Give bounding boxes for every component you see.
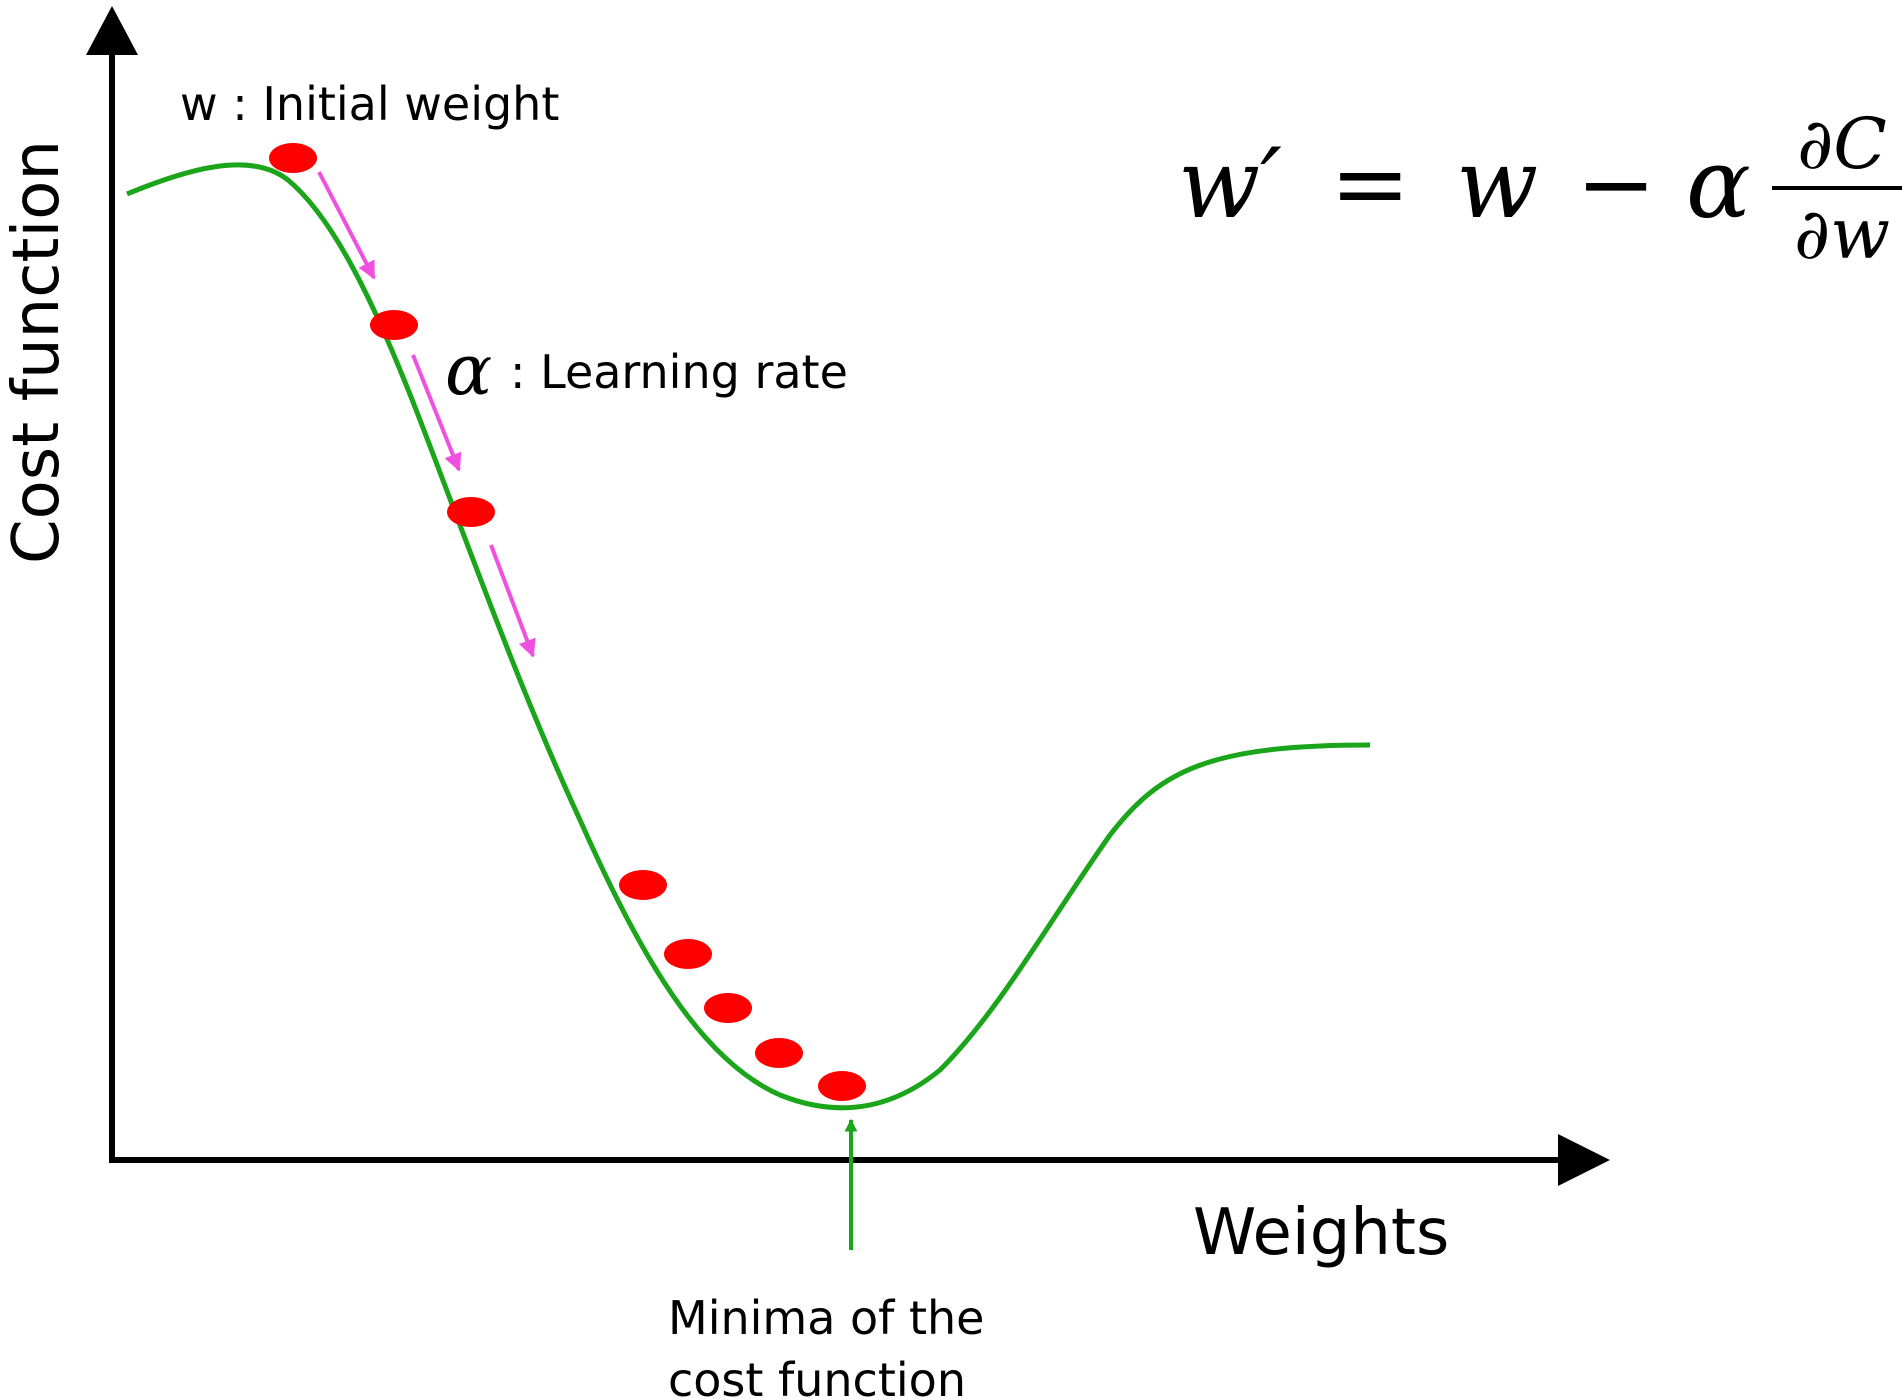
minima-label-line2: cost function	[668, 1353, 966, 1400]
descent-point	[818, 1071, 866, 1101]
initial-weight-label: w : Initial weight	[180, 77, 559, 131]
descent-point	[619, 870, 667, 900]
descent-point	[269, 143, 317, 173]
formula-w: w	[1456, 128, 1538, 240]
descent-point	[755, 1038, 803, 1068]
formula-denominator: ∂w	[1794, 193, 1890, 275]
update-rule-formula: w′ = w − α ∂C ∂w	[1178, 103, 1902, 275]
x-axis-label: Weights	[1193, 1196, 1449, 1270]
axes	[86, 6, 1610, 1186]
learning-rate-label: : Learning rate	[510, 345, 848, 399]
x-axis-arrowhead	[1558, 1134, 1610, 1186]
formula-lhs: w′	[1178, 128, 1282, 240]
descent-point	[370, 310, 418, 340]
formula-alpha: α	[1686, 128, 1751, 240]
minima-label-line1: Minima of the	[668, 1291, 984, 1345]
formula-minus: −	[1576, 128, 1656, 240]
y-axis-label: Cost function	[0, 140, 74, 564]
y-axis-arrowhead	[86, 6, 138, 55]
descent-point	[664, 939, 712, 969]
step-arrow	[489, 544, 536, 658]
descent-point	[704, 993, 752, 1023]
descent-points	[269, 143, 866, 1101]
step-arrows	[317, 171, 536, 658]
formula-numerator: ∂C	[1797, 103, 1887, 185]
cost-curve	[126, 162, 1371, 1111]
learning-rate-symbol: α	[445, 329, 492, 411]
formula-equals: =	[1330, 128, 1410, 240]
descent-point	[447, 497, 495, 527]
step-arrow	[317, 171, 376, 280]
step-arrow	[411, 354, 462, 472]
